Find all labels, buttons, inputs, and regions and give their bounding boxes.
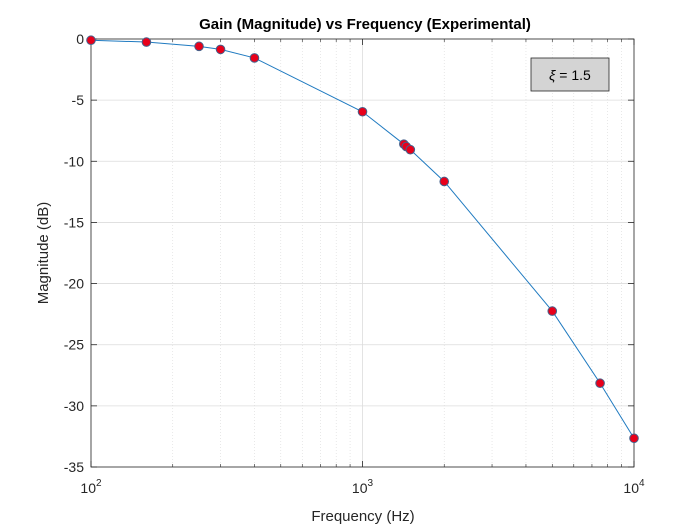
y-tick-label: -15 <box>64 214 84 230</box>
y-axis: 0 -5 -10 -15 -20 -25 -30 -35 <box>64 31 634 475</box>
xi-symbol: ξ <box>549 67 556 83</box>
data-point <box>405 144 416 155</box>
svg-text:ξ = 1.5: ξ = 1.5 <box>549 67 591 83</box>
x-tick-label: 102 <box>80 478 102 496</box>
y-tick-label: -20 <box>64 276 84 292</box>
x-axis-label: Frequency (Hz) <box>311 508 414 525</box>
data-point <box>439 176 450 187</box>
data-point <box>86 35 96 46</box>
y-tick-label: -10 <box>64 153 84 169</box>
data-point <box>595 378 605 389</box>
x-tick-label: 103 <box>352 478 374 496</box>
x-axis: 102 103 104 <box>80 39 645 496</box>
chart-title: Gain (Magnitude) vs Frequency (Experimen… <box>199 16 531 33</box>
y-tick-label: -25 <box>64 337 84 353</box>
y-tick-label: -30 <box>64 398 84 414</box>
data-point <box>194 41 204 52</box>
y-tick-label: -35 <box>64 459 84 475</box>
x-tick-label: 104 <box>623 478 645 496</box>
y-axis-label: Magnitude (dB) <box>35 202 52 305</box>
data-point <box>629 433 639 444</box>
y-tick-label: 0 <box>76 31 84 47</box>
data-point <box>547 306 558 316</box>
series-markers <box>86 35 639 444</box>
annotation-value: = 1.5 <box>555 67 591 83</box>
annotation-box: ξ = 1.5 <box>530 57 610 92</box>
data-point <box>141 37 152 47</box>
y-tick-label: -5 <box>72 92 85 108</box>
data-point <box>357 106 368 117</box>
data-point <box>215 44 226 55</box>
data-point <box>249 53 260 63</box>
